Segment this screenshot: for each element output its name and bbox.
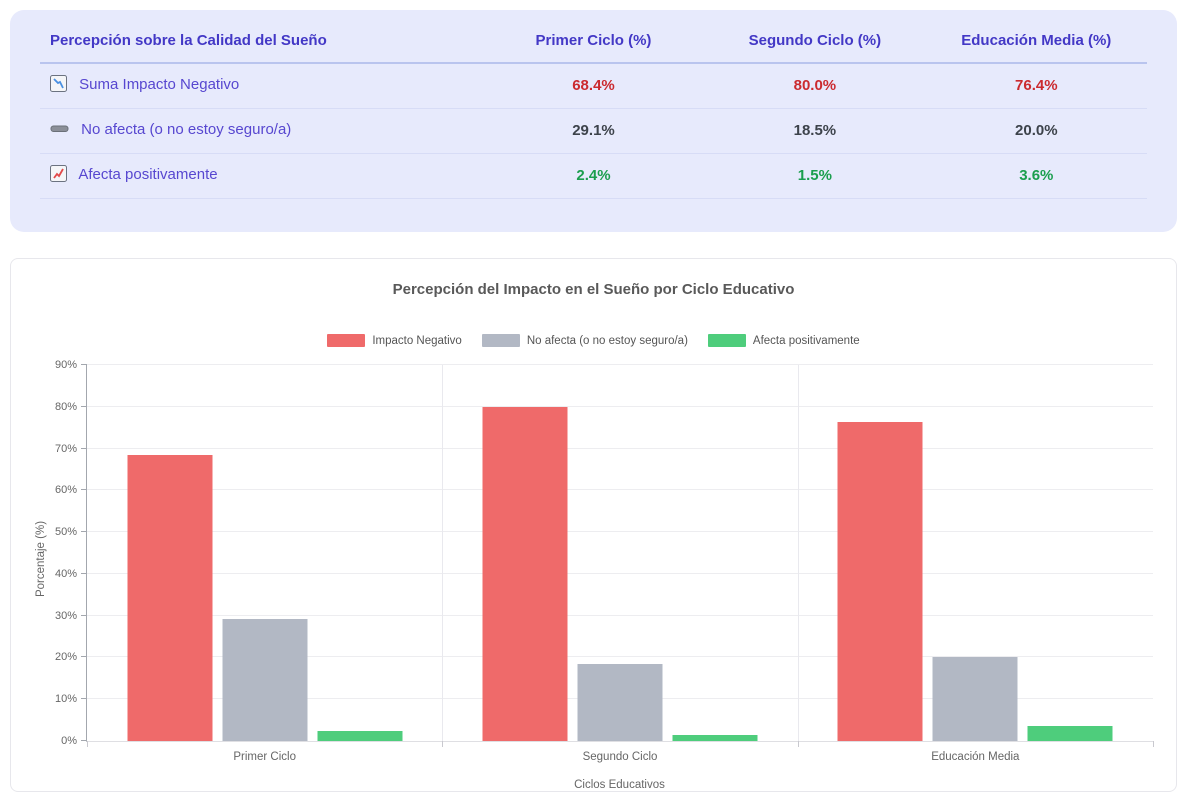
table-row: Suma Impacto Negativo 68.4% 80.0% 76.4%	[40, 63, 1147, 109]
cell-value: 1.5%	[704, 153, 926, 199]
gridline	[87, 572, 1153, 574]
row-label: No afecta (o no estoy seguro/a)	[81, 121, 292, 138]
y-tick-label: 90%	[54, 359, 77, 371]
column-header-educacion-media: Educación Media (%)	[925, 18, 1147, 64]
y-tick-mark	[81, 489, 87, 491]
row-label: Afecta positivamente	[78, 166, 218, 183]
y-tick-label: 30%	[54, 609, 77, 622]
gridline	[87, 614, 1153, 616]
legend-label: Afecta positivamente	[752, 334, 860, 347]
chart-legend: Impacto Negativo No afecta (o no estoy se…	[11, 334, 1176, 347]
cell-value: 3.6%	[925, 153, 1147, 199]
bar-chart-card: Percepción del Impacto en el Sueño por C…	[10, 258, 1177, 792]
x-tick-mark	[442, 741, 444, 747]
legend-swatch	[707, 334, 746, 347]
y-tick-mark	[81, 405, 87, 407]
gridline	[87, 405, 1153, 407]
gridline	[87, 364, 1153, 365]
bar[interactable]	[317, 730, 403, 741]
bar-group	[837, 365, 1113, 741]
bar[interactable]	[127, 455, 213, 741]
x-category-label: Segundo Ciclo	[582, 751, 658, 763]
summary-table: Percepción sobre la Calidad del Sueño Pr…	[40, 18, 1147, 199]
minus-icon	[50, 120, 69, 141]
gridline	[87, 656, 1153, 658]
legend-swatch	[481, 334, 520, 347]
bar[interactable]	[672, 734, 758, 741]
cell-value: 20.0%	[925, 108, 1147, 154]
column-header-segundo-ciclo: Segundo Ciclo (%)	[704, 18, 926, 64]
x-category-label: Primer Ciclo	[233, 751, 296, 763]
row-label: Suma Impacto Negativo	[79, 76, 240, 94]
y-tick-label: 60%	[54, 484, 77, 497]
bar[interactable]	[837, 421, 923, 741]
column-header-perception: Percepción sobre la Calidad del Sueño	[40, 18, 483, 64]
declining-chart-icon	[50, 75, 67, 96]
cell-value: 2.4%	[482, 153, 705, 199]
gridline	[87, 489, 1153, 491]
category-separator	[797, 365, 799, 741]
chart-title: Percepción del Impacto en el Sueño por C…	[392, 281, 795, 298]
chart-plot-area: 0% 10% 20% 30% 40% 50% 60% 70% 80% 90% Primer Cicl…	[55, 359, 1154, 763]
y-tick-mark	[81, 364, 87, 365]
legend-item[interactable]: Afecta positivamente	[707, 334, 860, 347]
y-tick-mark	[81, 447, 87, 449]
bar-group	[482, 365, 758, 741]
table-row: No afecta (o no estoy seguro/a) 29.1% 18…	[40, 108, 1147, 154]
bar[interactable]	[1027, 725, 1113, 741]
y-tick-label: 20%	[54, 651, 77, 664]
bar[interactable]	[482, 406, 568, 741]
bar[interactable]	[932, 657, 1018, 741]
legend-item[interactable]: No afecta (o no estoy seguro/a)	[481, 334, 688, 347]
legend-swatch	[327, 334, 366, 347]
y-tick-mark	[81, 614, 87, 616]
y-tick-label: 0%	[61, 735, 77, 747]
cell-value: 76.4%	[925, 63, 1147, 109]
y-axis-title: Porcentaje (%)	[35, 520, 47, 598]
category-separator	[442, 365, 444, 741]
y-tick-mark	[81, 656, 87, 658]
gridline	[87, 531, 1153, 533]
table-row: Afecta positivamente 2.4% 1.5% 3.6%	[40, 153, 1147, 199]
cell-value: 80.0%	[704, 63, 926, 109]
rising-chart-icon	[50, 165, 67, 186]
gridline	[87, 447, 1153, 449]
cell-value: 68.4%	[482, 63, 705, 109]
y-tick-label: 10%	[54, 693, 77, 706]
column-header-primer-ciclo: Primer Ciclo (%)	[482, 18, 705, 64]
x-tick-mark	[1153, 741, 1154, 747]
x-category-label: Educación Media	[931, 751, 1020, 763]
summary-table-card: Percepción sobre la Calidad del Sueño Pr…	[10, 10, 1177, 232]
y-tick-label: 50%	[54, 526, 77, 539]
table-header-row: Percepción sobre la Calidad del Sueño Pr…	[40, 18, 1147, 64]
y-tick-mark	[81, 531, 87, 533]
x-tick-mark	[87, 741, 88, 747]
x-tick-mark	[797, 741, 799, 747]
bar[interactable]	[577, 663, 663, 741]
y-tick-label: 70%	[54, 442, 77, 455]
x-axis-title: Ciclos Educativos	[574, 779, 665, 791]
legend-label: Impacto Negativo	[372, 334, 462, 347]
cell-value: 29.1%	[482, 108, 705, 154]
cell-value: 18.5%	[704, 108, 926, 154]
y-tick-mark	[81, 698, 87, 700]
legend-item[interactable]: Impacto Negativo	[327, 334, 462, 347]
bar-group	[127, 365, 403, 741]
y-tick-label: 40%	[54, 567, 77, 580]
y-tick-mark	[81, 740, 87, 741]
legend-label: No afecta (o no estoy seguro/a)	[526, 334, 688, 347]
bar[interactable]	[222, 619, 308, 741]
y-tick-mark	[81, 572, 87, 574]
y-tick-label: 80%	[54, 400, 77, 413]
